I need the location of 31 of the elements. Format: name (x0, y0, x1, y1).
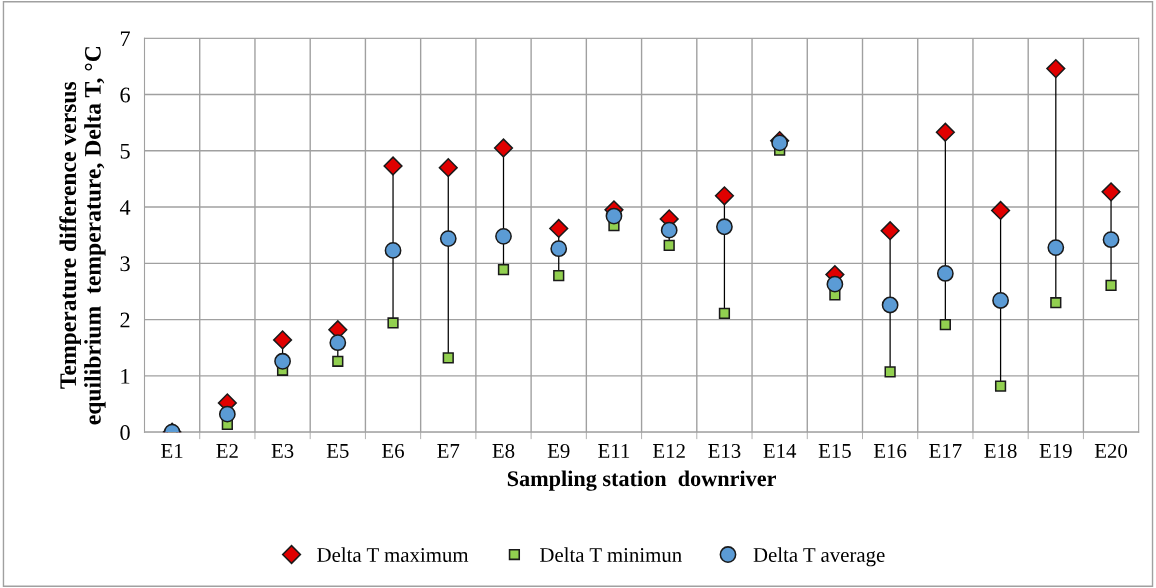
y-tick-label: 2 (120, 312, 130, 328)
y-tick-label: 0 (120, 425, 130, 441)
x-tick-label: E12 (653, 443, 685, 458)
x-tick-label: E13 (708, 443, 741, 458)
x-axis-title: Sampling station downriver (507, 470, 776, 491)
y-tick-label: 7 (120, 31, 130, 46)
x-tick-label: E19 (1039, 443, 1072, 458)
legend-label: Delta T average (753, 547, 885, 567)
y-tick-label: 4 (119, 200, 131, 215)
x-tick-label: E15 (818, 443, 851, 458)
x-tick-label: E6 (382, 443, 404, 458)
y-tick-label: 6 (120, 87, 130, 103)
x-tick-label: E18 (984, 443, 1017, 458)
x-tick-label: E3 (271, 443, 294, 458)
y-tick-label: 3 (120, 256, 130, 272)
x-tick-label: E11 (598, 443, 630, 458)
x-tick-label: E5 (326, 444, 349, 458)
x-tick-label: E20 (1094, 443, 1128, 458)
x-tick-label: E8 (492, 443, 515, 458)
legend-label: Delta T maximum (317, 547, 469, 563)
x-tick-label: E14 (763, 443, 797, 458)
x-tick-label: E17 (929, 443, 962, 458)
x-tick-label: E16 (873, 443, 907, 458)
legend-label: Delta T minimun (539, 547, 682, 563)
x-tick-label: E7 (437, 444, 460, 458)
y-tick-label: 5 (120, 143, 130, 159)
x-tick-label: E1 (161, 443, 183, 458)
y-tick-label: 1 (121, 368, 130, 384)
x-tick-label: E9 (547, 443, 570, 458)
x-tick-label: E2 (216, 443, 238, 458)
y-axis-title: Temperature difference versus equilibrium temperature, Delta T, °C (59, 46, 106, 425)
